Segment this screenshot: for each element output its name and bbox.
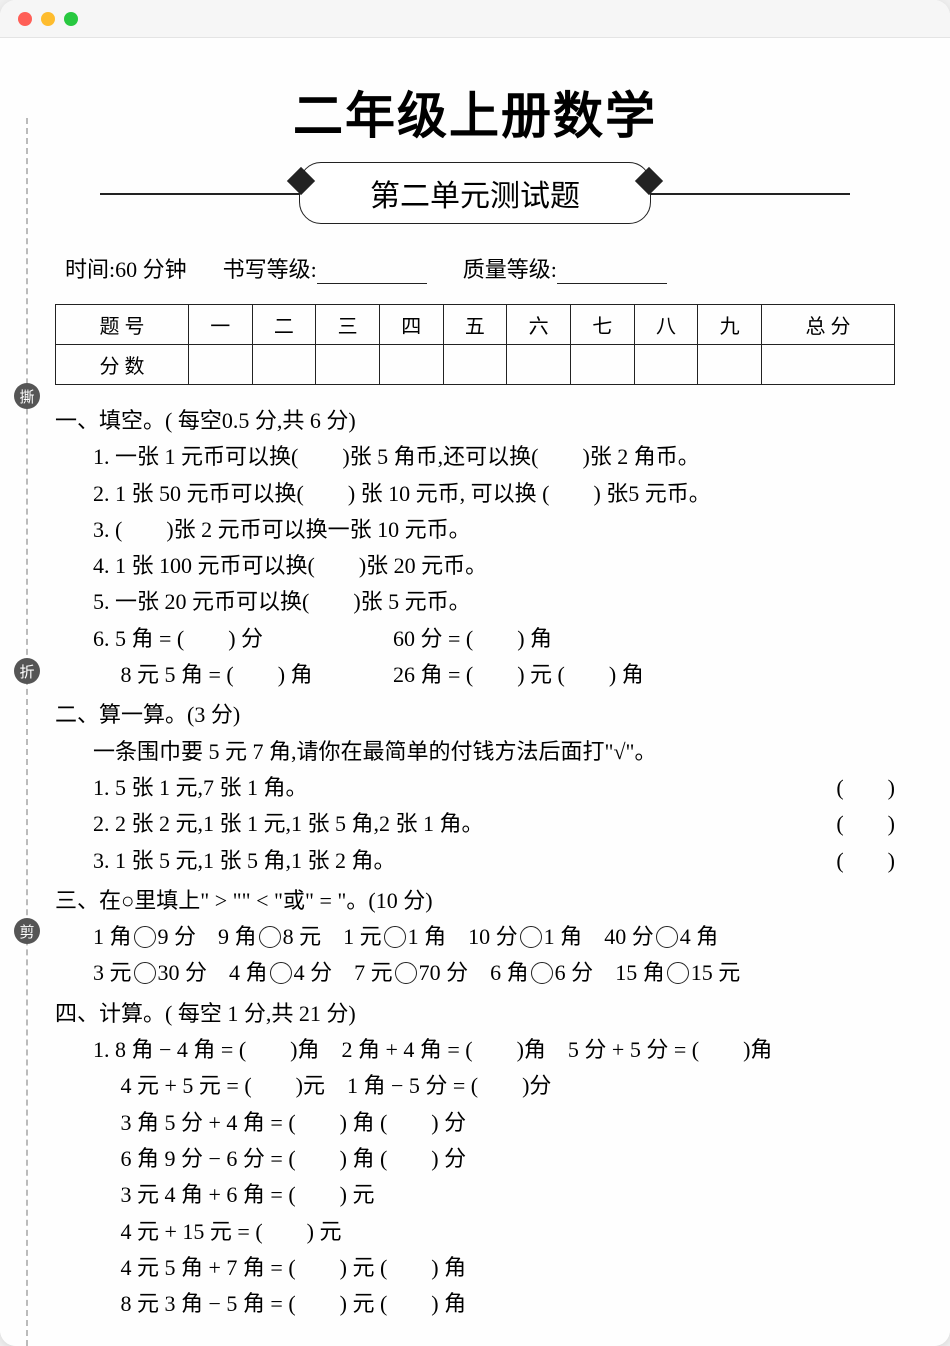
side-badge-1: 撕 bbox=[14, 383, 40, 409]
q4-l3: 3 角 5 分 + 4 角 = ( ) 角 ( ) 分 bbox=[93, 1105, 895, 1141]
quality-grade: 质量等级: bbox=[463, 252, 667, 284]
q1-5: 5. 一张 20 元币可以换( )张 5 元币。 bbox=[93, 584, 895, 620]
close-icon[interactable] bbox=[18, 12, 32, 26]
circle-blank[interactable] bbox=[520, 926, 542, 948]
subtitle-wrap: 第二单元测试题 bbox=[55, 162, 895, 224]
circle-blank[interactable] bbox=[259, 926, 281, 948]
q4-l2: 4 元 + 5 元 = ( )元 1 角 − 5 分 = ( )分 bbox=[93, 1068, 895, 1104]
col-head: 四 bbox=[379, 305, 443, 345]
rule-left bbox=[100, 193, 300, 195]
section-1-head: 一、填空。( 每空0.5 分,共 6 分) bbox=[55, 403, 895, 439]
window-frame: 撕 折 剪 二年级上册数学 第二单元测试题 时间:60 分钟 书写等级: 质量等… bbox=[0, 0, 950, 1346]
section-2-head: 二、算一算。(3 分) bbox=[55, 697, 895, 733]
titlebar bbox=[0, 0, 950, 38]
answer-paren[interactable]: ( ) bbox=[836, 770, 895, 806]
section-3-head: 三、在○里填上" > "" < "或" = "。(10 分) bbox=[55, 883, 895, 919]
score-cell[interactable] bbox=[252, 345, 316, 385]
table-row: 题 号 一 二 三 四 五 六 七 八 九 总 分 bbox=[56, 305, 895, 345]
col-head: 七 bbox=[570, 305, 634, 345]
circle-blank[interactable] bbox=[134, 962, 156, 984]
circle-blank[interactable] bbox=[384, 926, 406, 948]
subtitle-text: 第二单元测试题 bbox=[370, 180, 580, 213]
score-cell[interactable] bbox=[379, 345, 443, 385]
q4-l7: 4 元 5 角 + 7 角 = ( ) 元 ( ) 角 bbox=[93, 1250, 895, 1286]
writing-grade: 书写等级: bbox=[223, 252, 427, 284]
maximize-icon[interactable] bbox=[64, 12, 78, 26]
score-cell[interactable] bbox=[761, 345, 894, 385]
q4-l1: 1. 8 角 − 4 角 = ( )角 2 角 + 4 角 = ( )角 5 分… bbox=[93, 1032, 895, 1068]
row-label: 分 数 bbox=[56, 345, 189, 385]
diamond-left-icon bbox=[287, 167, 315, 195]
q4-l6: 4 元 + 15 元 = ( ) 元 bbox=[93, 1214, 895, 1250]
col-head: 二 bbox=[252, 305, 316, 345]
page: 撕 折 剪 二年级上册数学 第二单元测试题 时间:60 分钟 书写等级: 质量等… bbox=[0, 38, 950, 1346]
q1-6-row2: 8 元 5 角 = ( ) 角26 角 = ( ) 元 ( ) 角 bbox=[93, 657, 895, 693]
answer-paren[interactable]: ( ) bbox=[836, 843, 895, 879]
q2-1: 1. 5 张 1 元,7 张 1 角。( ) bbox=[93, 770, 895, 806]
q1-3: 3. ( )张 2 元币可以换一张 10 元币。 bbox=[93, 512, 895, 548]
table-row: 分 数 bbox=[56, 345, 895, 385]
side-badge-2: 折 bbox=[14, 658, 40, 684]
minimize-icon[interactable] bbox=[41, 12, 55, 26]
row-label: 题 号 bbox=[56, 305, 189, 345]
subtitle-box: 第二单元测试题 bbox=[299, 162, 651, 224]
score-cell[interactable] bbox=[634, 345, 698, 385]
info-row: 时间:60 分钟 书写等级: 质量等级: bbox=[65, 252, 885, 284]
circle-blank[interactable] bbox=[667, 962, 689, 984]
section-4-head: 四、计算。( 每空 1 分,共 21 分) bbox=[55, 996, 895, 1032]
time-label: 时间:60 分钟 bbox=[65, 252, 187, 284]
section-1: 一、填空。( 每空0.5 分,共 6 分) 1. 一张 1 元币可以换( )张 … bbox=[55, 403, 895, 693]
q3-row2: 3 元30 分 4 角4 分 7 元70 分 6 角6 分 15 角15 元 bbox=[93, 955, 895, 991]
col-head: 总 分 bbox=[761, 305, 894, 345]
score-cell[interactable] bbox=[443, 345, 507, 385]
col-head: 三 bbox=[316, 305, 380, 345]
score-cell[interactable] bbox=[507, 345, 571, 385]
circle-blank[interactable] bbox=[270, 962, 292, 984]
quality-blank[interactable] bbox=[557, 260, 667, 284]
main-title: 二年级上册数学 bbox=[55, 76, 895, 148]
section-2: 二、算一算。(3 分) 一条围巾要 5 元 7 角,请你在最简单的付钱方法后面打… bbox=[55, 697, 895, 878]
score-cell[interactable] bbox=[698, 345, 762, 385]
score-cell[interactable] bbox=[570, 345, 634, 385]
writing-blank[interactable] bbox=[317, 260, 427, 284]
col-head: 六 bbox=[507, 305, 571, 345]
section-3: 三、在○里填上" > "" < "或" = "。(10 分) 1 角9 分 9 … bbox=[55, 883, 895, 992]
score-table: 题 号 一 二 三 四 五 六 七 八 九 总 分 分 数 bbox=[55, 304, 895, 385]
q3-row1: 1 角9 分 9 角8 元 1 元1 角 10 分1 角 40 分4 角 bbox=[93, 919, 895, 955]
q2-3: 3. 1 张 5 元,1 张 5 角,1 张 2 角。( ) bbox=[93, 843, 895, 879]
circle-blank[interactable] bbox=[134, 926, 156, 948]
q4-l8: 8 元 3 角 − 5 角 = ( ) 元 ( ) 角 bbox=[93, 1286, 895, 1322]
score-cell[interactable] bbox=[188, 345, 252, 385]
q1-2: 2. 1 张 50 元币可以换( ) 张 10 元币, 可以换 ( ) 张5 元… bbox=[93, 476, 895, 512]
rule-right bbox=[650, 193, 850, 195]
circle-blank[interactable] bbox=[395, 962, 417, 984]
q2-intro: 一条围巾要 5 元 7 角,请你在最简单的付钱方法后面打"√"。 bbox=[93, 734, 895, 770]
answer-paren[interactable]: ( ) bbox=[836, 806, 895, 842]
q4-l5: 3 元 4 角 + 6 角 = ( ) 元 bbox=[93, 1177, 895, 1213]
col-head: 八 bbox=[634, 305, 698, 345]
q2-2: 2. 2 张 2 元,1 张 1 元,1 张 5 角,2 张 1 角。( ) bbox=[93, 806, 895, 842]
q1-4: 4. 1 张 100 元币可以换( )张 20 元币。 bbox=[93, 548, 895, 584]
circle-blank[interactable] bbox=[656, 926, 678, 948]
q1-1: 1. 一张 1 元币可以换( )张 5 角币,还可以换( )张 2 角币。 bbox=[93, 439, 895, 475]
q1-6-row1: 6. 5 角 = ( ) 分60 分 = ( ) 角 bbox=[93, 621, 895, 657]
col-head: 一 bbox=[188, 305, 252, 345]
q4-l4: 6 角 9 分 − 6 分 = ( ) 角 ( ) 分 bbox=[93, 1141, 895, 1177]
circle-blank[interactable] bbox=[531, 962, 553, 984]
score-cell[interactable] bbox=[316, 345, 380, 385]
diamond-right-icon bbox=[635, 167, 663, 195]
col-head: 五 bbox=[443, 305, 507, 345]
col-head: 九 bbox=[698, 305, 762, 345]
side-dashed-line bbox=[26, 118, 28, 1346]
side-badge-3: 剪 bbox=[14, 918, 40, 944]
section-4: 四、计算。( 每空 1 分,共 21 分) 1. 8 角 − 4 角 = ( )… bbox=[55, 996, 895, 1323]
